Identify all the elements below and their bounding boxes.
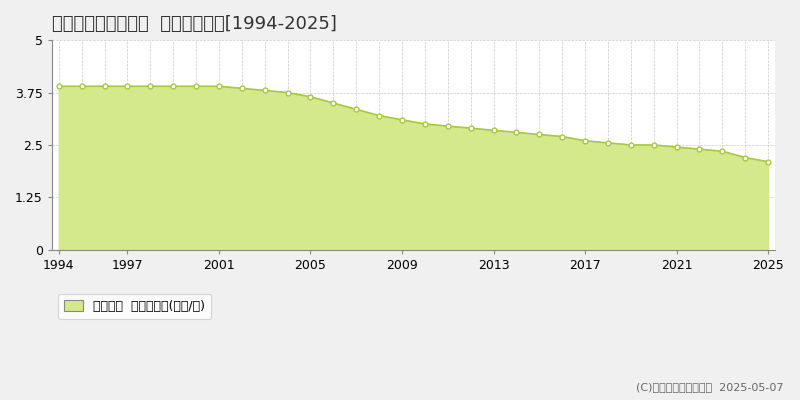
Text: (C)土地価格ドットコム  2025-05-07: (C)土地価格ドットコム 2025-05-07 bbox=[637, 382, 784, 392]
Text: 最上郡真室川町平岡  公示地価推移[1994-2025]: 最上郡真室川町平岡 公示地価推移[1994-2025] bbox=[52, 15, 337, 33]
Legend: 公示地価  平均坪単価(万円/坪): 公示地価 平均坪単価(万円/坪) bbox=[58, 294, 211, 319]
